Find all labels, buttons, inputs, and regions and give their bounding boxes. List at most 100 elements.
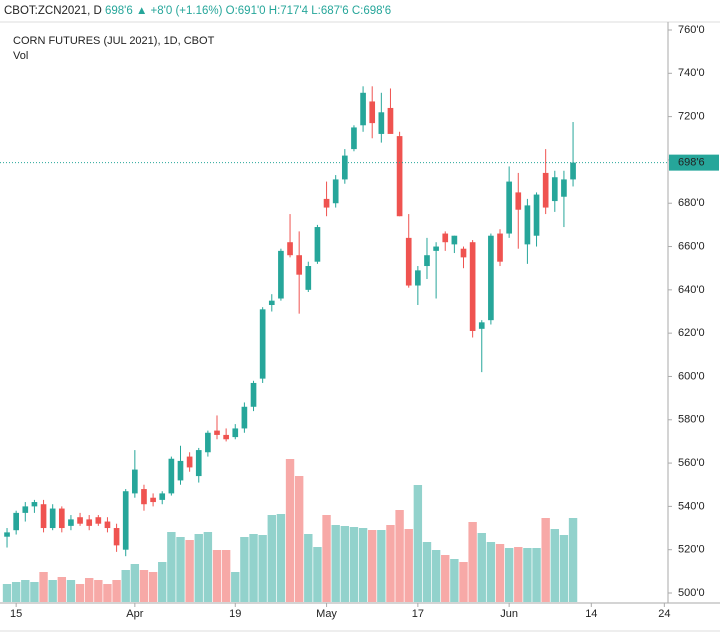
y-tick-label: 540'0 bbox=[678, 500, 705, 512]
volume-bar bbox=[504, 548, 514, 602]
candle-body bbox=[186, 456, 193, 468]
y-tick-label: 680'0 bbox=[678, 197, 705, 209]
volume-bar bbox=[468, 522, 477, 602]
volume-bar bbox=[441, 555, 450, 602]
candle-body bbox=[150, 497, 156, 503]
volume-bar bbox=[450, 559, 459, 602]
volume-bar bbox=[495, 544, 505, 602]
volume-bar bbox=[66, 580, 76, 602]
volume-bar bbox=[368, 530, 377, 602]
candle-body bbox=[323, 198, 330, 208]
candle-body bbox=[49, 508, 56, 529]
volume-bar bbox=[176, 537, 185, 602]
candle-body bbox=[278, 250, 284, 299]
volume-bar bbox=[231, 572, 240, 602]
volume-bar bbox=[21, 580, 30, 602]
volume-bar bbox=[377, 530, 386, 602]
candle-body bbox=[424, 255, 430, 267]
candle-body bbox=[232, 428, 239, 438]
volume-bar bbox=[559, 535, 569, 602]
y-tick-label: 740'0 bbox=[678, 67, 705, 79]
candle-body bbox=[195, 450, 202, 477]
x-tick-label: 24 bbox=[658, 608, 670, 620]
candle-body bbox=[177, 460, 184, 481]
chart-title: CORN FUTURES (JUL 2021), 1D, CBOT bbox=[13, 35, 215, 47]
volume-bar bbox=[75, 584, 85, 602]
candle-body bbox=[533, 194, 540, 236]
high: H:717'4 bbox=[269, 5, 309, 17]
volume-bar bbox=[48, 580, 57, 602]
volume-bar bbox=[240, 537, 249, 602]
volume-bar bbox=[158, 562, 167, 602]
volume-bar bbox=[459, 562, 468, 602]
volume-bar bbox=[30, 582, 39, 602]
candle-body bbox=[442, 233, 449, 243]
candle-body bbox=[314, 227, 321, 262]
y-tick-label: 600'0 bbox=[678, 370, 705, 382]
x-tick-label: Jun bbox=[500, 608, 518, 620]
candle-body bbox=[551, 177, 558, 202]
candle-body bbox=[524, 205, 531, 245]
volume-bar bbox=[413, 485, 423, 602]
volume-bar bbox=[550, 529, 559, 602]
candle-body bbox=[469, 242, 476, 331]
candle-body bbox=[405, 237, 412, 286]
x-tick-label: Apr bbox=[126, 608, 143, 620]
volume-bar bbox=[340, 526, 350, 602]
volume-bar bbox=[541, 518, 550, 602]
volume-bar bbox=[395, 510, 404, 602]
header: CBOT:ZCN2021, D 698'6 ▲ +8'0 (+1.16%) O:… bbox=[4, 5, 391, 17]
candle-body bbox=[40, 504, 47, 529]
volume-bar bbox=[422, 542, 432, 602]
volume-bar bbox=[568, 518, 578, 602]
candle-body bbox=[259, 309, 266, 379]
volume-bar bbox=[185, 540, 194, 602]
candle-body bbox=[351, 127, 357, 150]
y-tick-label: 520'0 bbox=[678, 544, 705, 556]
candle-body bbox=[387, 107, 394, 134]
volume-bar bbox=[84, 578, 94, 602]
volume-bar bbox=[203, 532, 213, 602]
candle-body bbox=[497, 233, 503, 262]
volume-bar bbox=[404, 529, 413, 602]
candle-body bbox=[223, 434, 229, 440]
x-tick-label: 17 bbox=[412, 608, 424, 620]
y-tick-label: 620'0 bbox=[678, 327, 705, 339]
volume-bar bbox=[249, 534, 258, 602]
y-tick-label: 500'0 bbox=[678, 587, 705, 599]
candle-body bbox=[132, 469, 138, 494]
candle-body bbox=[241, 406, 248, 429]
volume-bar bbox=[358, 528, 368, 602]
volume-bar bbox=[486, 542, 496, 602]
volume-bar bbox=[267, 515, 276, 602]
candle-body bbox=[451, 235, 458, 245]
candle-body bbox=[378, 112, 385, 134]
candle-body bbox=[205, 432, 211, 453]
candle-body bbox=[460, 248, 467, 258]
open: O:691'0 bbox=[226, 5, 266, 17]
volume-bar bbox=[148, 572, 158, 602]
volume-bar bbox=[304, 534, 313, 602]
volume-bar bbox=[39, 572, 48, 602]
volume-bar bbox=[532, 548, 541, 602]
volume-bar bbox=[112, 580, 121, 602]
candle-body bbox=[77, 517, 83, 524]
volume-bar bbox=[294, 476, 304, 602]
last: 698'6 bbox=[105, 5, 133, 17]
candle-body bbox=[506, 181, 512, 234]
x-tick-label: May bbox=[316, 608, 337, 620]
x-tick-label: 15 bbox=[10, 608, 22, 620]
volume-bar bbox=[94, 580, 103, 602]
volume-bar bbox=[322, 515, 331, 602]
x-tick-label: 19 bbox=[229, 608, 241, 620]
candle-body bbox=[396, 136, 403, 217]
last-price-label: 698'6 bbox=[678, 157, 705, 169]
candle-body bbox=[296, 255, 303, 275]
change: ▲ +8'0 (+1.16%) bbox=[136, 5, 223, 17]
candle-body bbox=[168, 458, 175, 494]
candle-body bbox=[31, 502, 38, 507]
volume-bar bbox=[103, 584, 112, 602]
volume-bar bbox=[514, 547, 523, 602]
